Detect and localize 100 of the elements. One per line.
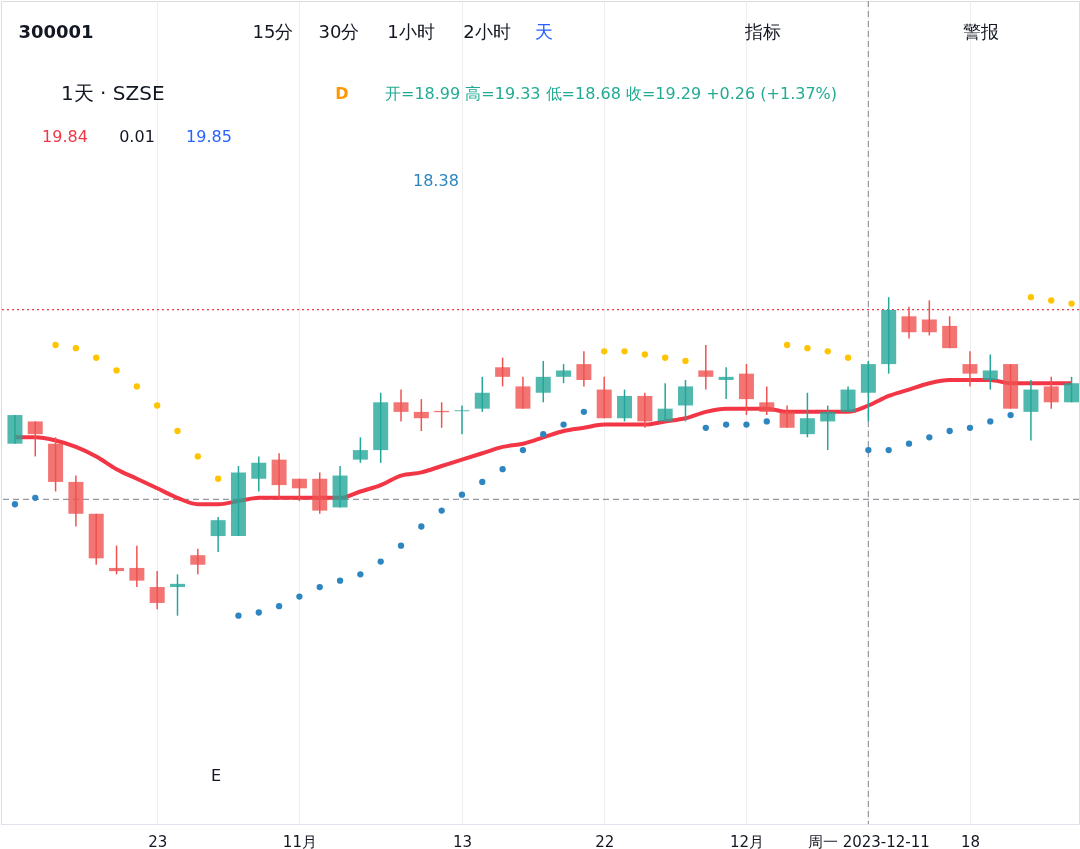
point [824, 348, 831, 355]
point [1048, 297, 1055, 304]
point [133, 383, 141, 390]
text: 15分 [252, 21, 294, 42]
point [804, 345, 811, 352]
point [32, 494, 39, 502]
point [1007, 411, 1014, 419]
text: 指标 [744, 21, 781, 42]
point [377, 558, 384, 565]
x-tick-label: 13 [452, 832, 473, 849]
candlestick [1043, 376, 1059, 410]
point [194, 453, 201, 460]
candlestick [413, 398, 429, 432]
candlestick [454, 404, 470, 435]
candlestick [698, 344, 714, 391]
candlestick [840, 385, 856, 413]
candlestick [901, 306, 917, 340]
text: 30分 [318, 21, 360, 42]
candlestick [393, 388, 409, 423]
candlestick [109, 544, 125, 576]
x-tick-label: 12月 [729, 832, 764, 849]
candlestick [657, 382, 673, 423]
candlestick [535, 360, 551, 404]
candlestick [759, 385, 775, 416]
point [357, 571, 364, 578]
candlestick [1023, 379, 1039, 442]
text: E [210, 766, 222, 785]
candlestick [210, 516, 226, 553]
point [966, 424, 974, 431]
candlestick [251, 455, 267, 493]
chart-title: 1天 · SZSE [61, 81, 165, 105]
point [296, 593, 303, 600]
point [11, 501, 19, 508]
point [722, 421, 730, 428]
point [946, 427, 953, 435]
x-tick-label: 11月 [282, 832, 317, 849]
text: 警报 [963, 21, 999, 42]
point [621, 348, 628, 355]
point [540, 431, 547, 438]
point [580, 408, 588, 416]
candlestick [170, 573, 185, 617]
point [885, 446, 892, 454]
text: 19.85 [186, 127, 232, 146]
point [336, 577, 344, 584]
point [255, 609, 262, 616]
point [458, 491, 466, 498]
point [783, 341, 791, 349]
point [926, 434, 933, 441]
candlestick [820, 404, 836, 451]
x-tick-label: 22 [595, 832, 615, 849]
candlestick [779, 404, 795, 429]
point [275, 602, 283, 610]
point [438, 507, 445, 514]
candlestick [27, 420, 43, 458]
candlestick [942, 315, 958, 349]
point [214, 475, 222, 482]
point [1027, 294, 1035, 301]
text: 19.84 [42, 127, 88, 146]
point [52, 341, 59, 349]
text: 300001 [18, 21, 94, 42]
candlestick [799, 392, 815, 439]
point [397, 542, 405, 549]
point [235, 612, 242, 619]
x-tick-label: 18 [960, 832, 981, 849]
text: 2小时 [463, 21, 511, 42]
candlestick [962, 350, 978, 388]
point [316, 583, 323, 591]
candlestick [474, 376, 490, 413]
point [763, 418, 770, 425]
point [174, 427, 181, 435]
candlestick [190, 548, 206, 576]
point [601, 348, 608, 355]
point [905, 440, 913, 447]
point [662, 354, 669, 361]
candlestick [556, 363, 572, 384]
point [1068, 300, 1075, 307]
candlestick [149, 570, 165, 611]
point [987, 418, 994, 425]
point [519, 446, 527, 454]
point [72, 345, 80, 352]
text: 天 [535, 21, 553, 42]
candlestick [982, 353, 998, 391]
x-tick-label: 23 [148, 832, 168, 849]
point [641, 351, 649, 358]
candlestick [718, 366, 734, 400]
candlestick [617, 388, 633, 423]
candlestick [921, 299, 937, 337]
candlestick [515, 376, 531, 410]
text: 1小时 [387, 21, 435, 42]
point [844, 354, 852, 361]
text: 开=18.99 高=19.33 低=18.68 收=19.29 +0.26 (+1.37%) [385, 84, 838, 103]
text: D [335, 84, 349, 103]
point [479, 478, 486, 486]
x-tick-label: 周一 2023-12-11 [807, 832, 930, 849]
point [743, 421, 750, 428]
point [154, 402, 161, 409]
point [418, 523, 425, 530]
point [702, 424, 709, 431]
candlestick [129, 544, 145, 588]
text: 18.38 [413, 171, 459, 190]
